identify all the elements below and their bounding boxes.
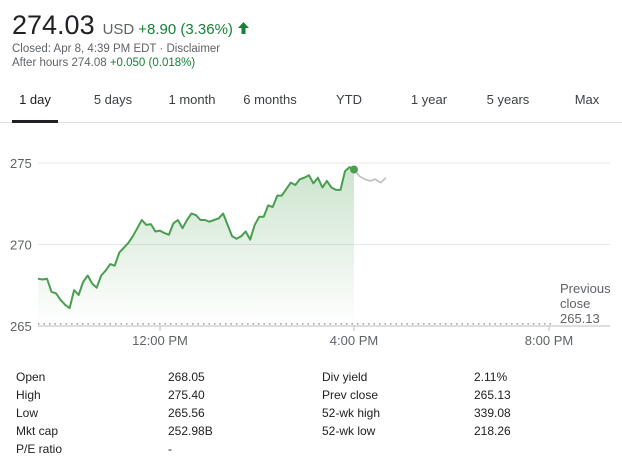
stat-value: - (168, 442, 172, 456)
stat-value: 339.08 (474, 406, 511, 420)
after-hours-price: After hours 274.08 (12, 57, 107, 69)
stat-row: High 275.40 (16, 386, 316, 404)
stat-label: Prev close (322, 388, 379, 402)
stat-value: 218.26 (474, 424, 511, 438)
tab-1-month[interactable]: 1 month (168, 92, 216, 107)
y-tick-label: 270 (10, 238, 32, 253)
stats-left: Open 268.05 High 275.40 Low 265.56 Mkt cap 2… (16, 368, 316, 458)
stat-row: Low 265.56 (16, 404, 316, 422)
stat-value: 252.98B (168, 424, 213, 438)
price-area (38, 167, 354, 326)
y-tick-label: 275 (10, 156, 32, 171)
stat-label: Open (16, 370, 46, 384)
x-tick-label: 12:00 PM (132, 333, 188, 348)
tab-ytd[interactable]: YTD (336, 92, 362, 107)
stat-label: Mkt cap (16, 424, 59, 438)
stat-value: 268.05 (168, 370, 205, 384)
stat-label: Div yield (322, 370, 368, 384)
after-hours-info: After hours 274.08 +0.050 (0.018%) (12, 56, 249, 70)
tab-5-days[interactable]: 5 days (93, 92, 133, 107)
stat-value: 275.40 (168, 388, 205, 402)
stat-row: Div yield 2.11% (322, 368, 602, 386)
stat-row: Prev close 265.13 (322, 386, 602, 404)
tab-5-years[interactable]: 5 years (486, 92, 530, 107)
time-range-tabs: 1 day 5 days 1 month 6 months YTD 1 year… (0, 84, 622, 123)
arrow-up-icon (237, 21, 249, 39)
stat-row: 52-wk low 218.26 (322, 422, 602, 440)
y-tick-label: 265 (10, 319, 32, 334)
price-line (37, 166, 355, 310)
stock-price: 274.03 (12, 10, 95, 40)
stats-right: Div yield 2.11% Prev close 265.13 52-wk hi… (322, 368, 602, 440)
x-tick-label: 8:00 PM (525, 333, 573, 348)
stat-row: Mkt cap 252.98B (16, 422, 316, 440)
x-tick-label: 4:00 PM (330, 333, 378, 348)
after-hours-change: +0.050 (0.018%) (109, 57, 196, 69)
previous-close-label: close (560, 296, 590, 311)
price-change: +8.90 (3.36%) (138, 21, 233, 38)
tab-1-year[interactable]: 1 year (410, 92, 448, 107)
stat-value: 2.11% (474, 370, 508, 384)
tab-1-day[interactable]: 1 day (12, 84, 58, 123)
stat-value: 265.56 (168, 406, 205, 420)
stat-label: P/E ratio (16, 442, 63, 456)
stat-label: 52-wk high (322, 406, 381, 420)
close-marker (350, 165, 358, 174)
tab-max[interactable]: Max (574, 92, 600, 107)
tab-6-months[interactable]: 6 months (243, 92, 297, 107)
previous-close-label: Previous (560, 281, 611, 296)
price-chart[interactable]: 275 270 265 12:00 PM 4:00 PM 8:00 PM Previousc… (0, 130, 622, 355)
currency-label: USD (102, 21, 135, 38)
stat-label: 52-wk low (322, 424, 376, 438)
quote-header: 274.03 USD +8.90 (3.36%) Closed: Apr 8, … (12, 8, 249, 70)
stat-row: 52-wk high 339.08 (322, 404, 602, 422)
stat-row: P/E ratio - (16, 440, 316, 458)
stat-row: Open 268.05 (16, 368, 316, 386)
previous-close-label: 265.13 (560, 311, 600, 326)
closed-info: Closed: Apr 8, 4:39 PM EDT · Disclaimer (12, 43, 221, 55)
stat-label: Low (16, 406, 39, 420)
stat-value: 265.13 (474, 388, 511, 402)
after-hours-line (353, 168, 387, 184)
stat-label: High (16, 388, 41, 402)
